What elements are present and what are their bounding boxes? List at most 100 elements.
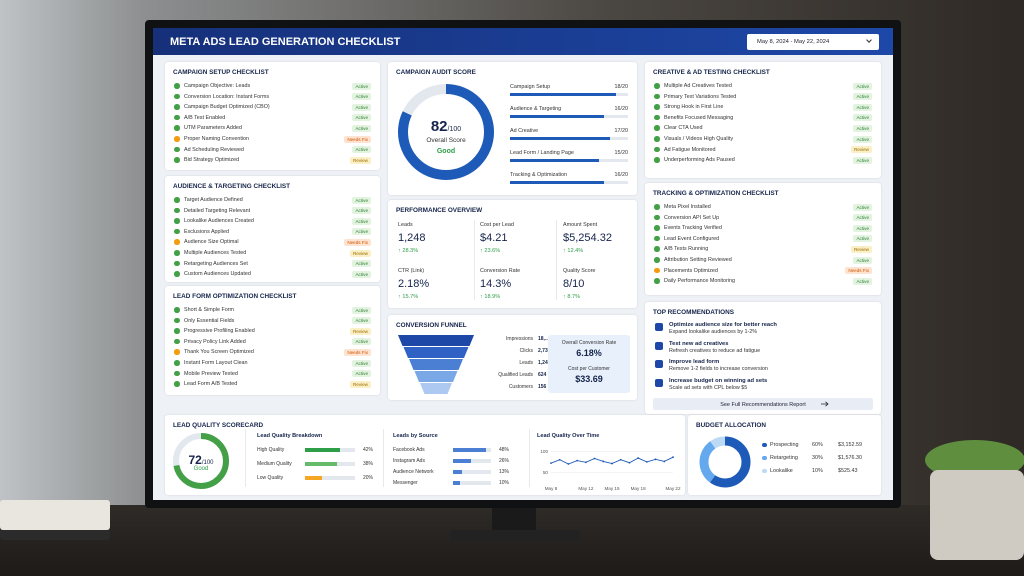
trend-point [637, 457, 640, 459]
status-pill: Active [853, 114, 872, 122]
donut-chart [699, 436, 751, 488]
category-label: Ad Creative [510, 128, 539, 134]
score-line: 82/100 [398, 118, 494, 136]
rating: Good [193, 466, 209, 472]
item-label: Underperforming Ads Paused [664, 157, 735, 164]
item-label: Only Essential Fields [184, 317, 235, 324]
bar [305, 461, 337, 466]
status-pill: Active [853, 277, 872, 285]
divider [474, 220, 475, 300]
trend-point [645, 460, 648, 463]
bar-value: 13% [499, 469, 510, 475]
rec-detail: Remove 1-2 fields to increase conversion [669, 366, 768, 372]
bar [453, 447, 487, 452]
item-label: Progressive Profiling Enabled [184, 328, 255, 335]
legend-amount: $3,152.59 [838, 442, 862, 448]
metric-change: ↑ 28.3% [398, 248, 419, 254]
status-icon [174, 328, 180, 334]
legend-label: Prospecting [770, 442, 799, 448]
status-icon [174, 136, 180, 142]
category-score: 17/20 [614, 128, 629, 134]
category-score: 18/20 [614, 84, 629, 90]
status-pill: Active [352, 260, 371, 268]
bar [305, 447, 340, 452]
status-pill: Active [853, 224, 872, 232]
metric-value: 2.18% [398, 278, 430, 290]
y-tick-label: 50 [543, 470, 549, 475]
metric-change: ↑ 15.7% [398, 294, 419, 300]
status-icon [654, 157, 660, 163]
lead-quality-panel: LEAD QUALITY SCORECARD 72/100 Good Lead Qua… [165, 415, 685, 495]
bar-track [453, 458, 491, 463]
status-icon [654, 146, 660, 153]
date-picker[interactable]: May 8, 2024 - May 22, 2024 [747, 34, 879, 50]
bar [510, 115, 605, 118]
trend-point [619, 458, 622, 461]
status-icon [654, 214, 660, 221]
trend-point [576, 459, 579, 462]
item-label: Campaign Objective: Leads [184, 83, 251, 89]
item-label: Lookalike Audiences Created [184, 218, 254, 225]
metric-label: Conversion Rate [480, 268, 521, 274]
bar-track [305, 475, 355, 480]
rec-detail: Scale ad sets with CPL below $5 [669, 384, 748, 391]
status-icon [174, 83, 180, 89]
report-link[interactable]: See Full Recommendations Report [653, 398, 873, 410]
status-pill: Active [853, 82, 872, 90]
section-title: Leads by Source [393, 433, 438, 439]
status-icon [654, 225, 660, 231]
gauge [398, 84, 494, 180]
status-pill: Active [352, 306, 371, 314]
bar-label: Facebook Ads [393, 447, 425, 453]
status-pill: Active [352, 270, 371, 278]
status-pill: Review [850, 146, 872, 154]
status-pill: Active [352, 370, 371, 378]
status-icon [174, 157, 180, 163]
category-score: 16/20 [614, 106, 629, 112]
bar-label: Audience Network [393, 469, 434, 475]
trend-point [584, 461, 587, 464]
header: META ADS LEAD GENERATION CHECKLIST May 8,… [153, 28, 893, 55]
item-label: Retargeting Audiences Set [184, 260, 248, 267]
status-pill: Active [853, 103, 872, 111]
status-pill: Active [352, 114, 371, 122]
bar-label: High Quality [257, 447, 285, 453]
funnel-panel: CONVERSION FUNNEL Impressions 18,... Clicks… [388, 315, 637, 400]
status-icon [654, 83, 660, 89]
panel-title: LEAD QUALITY SCORECARD [173, 422, 264, 429]
metric-value: $4.21 [480, 232, 508, 244]
metric-change: ↑ 8.7% [563, 294, 581, 300]
status-pill: Active [853, 256, 872, 264]
status-icon [174, 260, 180, 267]
score-line: 72/100 [173, 451, 229, 469]
bar [510, 181, 605, 184]
notebook [0, 500, 110, 530]
status-pill: Active [352, 124, 371, 132]
category-label: Campaign Setup [510, 84, 551, 90]
arrow [821, 401, 829, 407]
panel-title: PERFORMANCE OVERVIEW [396, 207, 483, 214]
rec-title: Test new ad creatives [669, 340, 729, 347]
item-label: Audience Size Optimal [184, 239, 239, 246]
trend-point [558, 458, 561, 461]
status-pill: Active [853, 235, 872, 243]
category-score: 16/20 [614, 172, 629, 178]
date-range: May 8, 2024 - May 22, 2024 [757, 39, 830, 45]
bar-value: 26% [499, 458, 510, 464]
legend-percent: 30% [812, 455, 823, 461]
metric-label: Amount Spent [563, 222, 598, 228]
checklist-panel: TRACKING & OPTIMIZATION CHECKLIST Meta Pi… [645, 183, 881, 295]
page-title: META ADS LEAD GENERATION CHECKLIST [170, 36, 401, 48]
status-icon [654, 93, 660, 100]
checklist-panel: LEAD FORM OPTIMIZATION CHECKLIST Short & … [165, 286, 380, 395]
legend-dot [762, 468, 767, 473]
trend-point [663, 460, 666, 463]
funnel-layer [403, 347, 469, 358]
item-label: Multiple Ad Creatives Tested [664, 83, 732, 89]
item-label: Proper Naming Convention [184, 136, 250, 142]
item-label: UTM Parameters Added [184, 125, 242, 132]
trend-point [611, 462, 613, 465]
gauge [173, 433, 229, 489]
legend-dot [762, 455, 767, 460]
